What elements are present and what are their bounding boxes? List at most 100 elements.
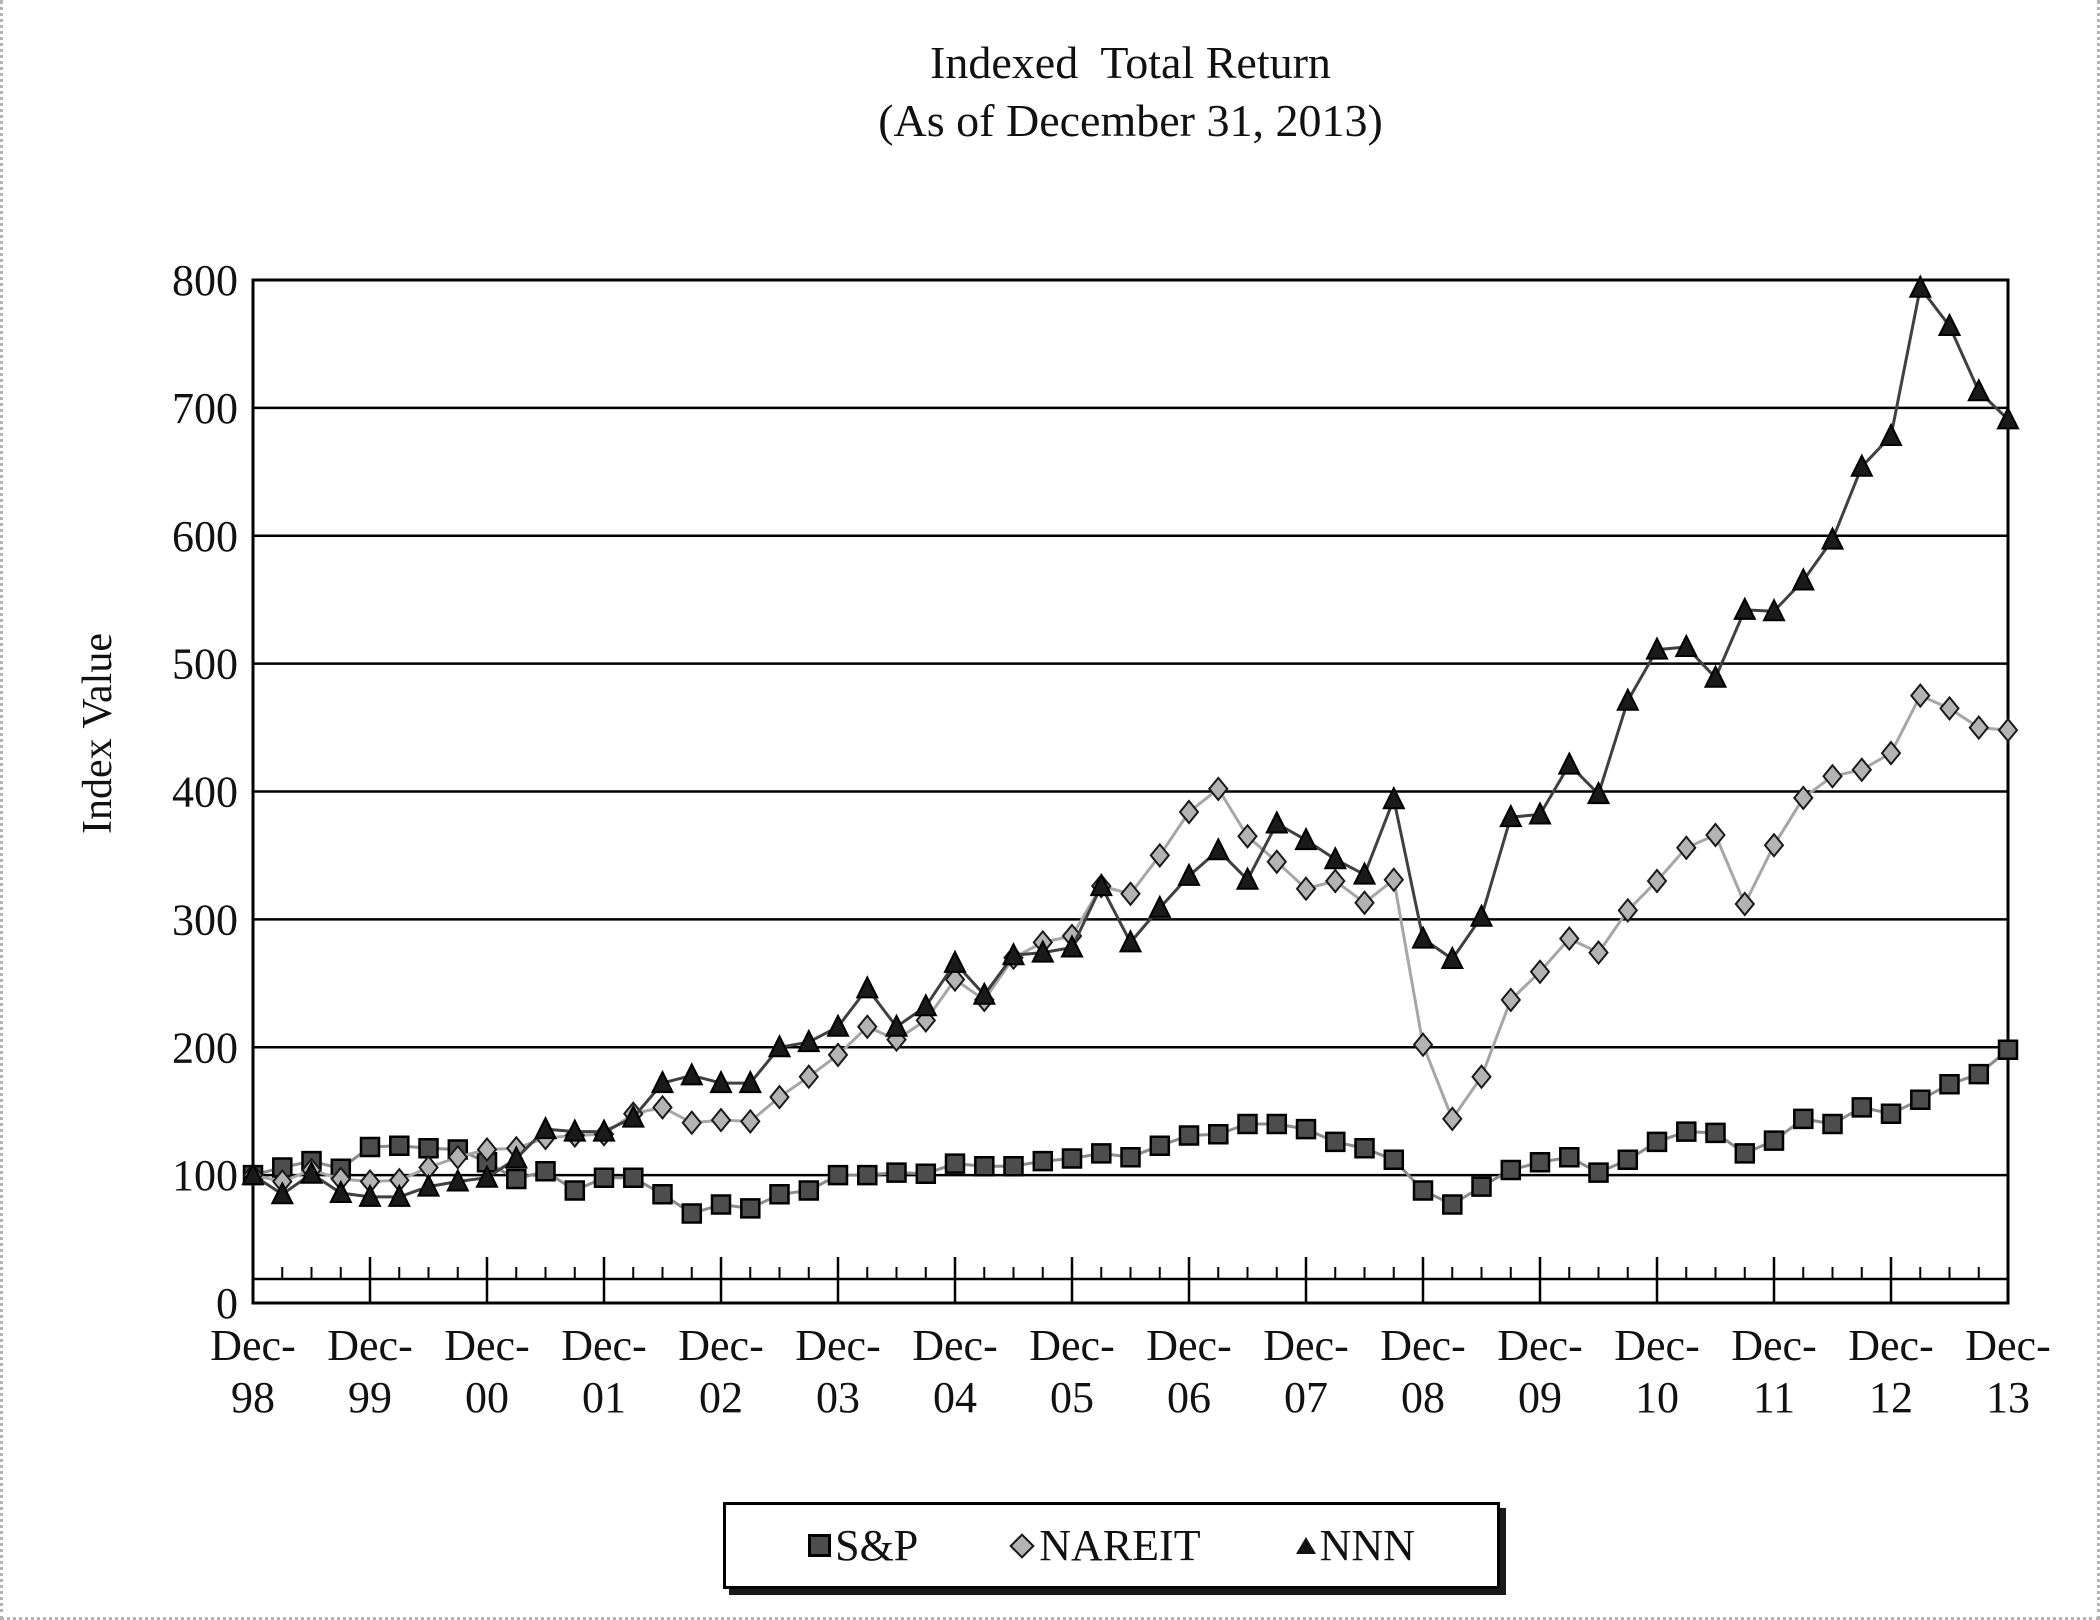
diamond-marker [1412,1032,1434,1058]
x-tick-label-year: 06 [1167,1373,1211,1422]
triangle-marker [709,1069,733,1094]
triangle-marker [1937,312,1962,336]
square-marker [1851,1097,1873,1118]
square-marker [769,1184,790,1205]
plot-border [251,278,2010,1305]
diamond-marker [1910,683,1931,709]
triangle-marker [914,993,938,1017]
diamond-marker [710,1107,732,1133]
square-marker [1412,1180,1434,1201]
diamond-marker [769,1084,790,1110]
triangle-marker [1411,925,1435,949]
triangle-marker [1235,866,1260,890]
x-tick-label-year: 04 [933,1373,977,1422]
x-tick-labels: Dec-98Dec-99Dec-00Dec-01Dec-02Dec-03Dec-… [210,1321,2051,1422]
square-marker [1003,1155,1024,1177]
diamond-marker [1763,832,1785,858]
square-marker [1354,1138,1375,1159]
triangle-marker [563,1118,587,1142]
x-tick-label-prefix: Dec- [1146,1321,1232,1370]
square-marker [535,1161,556,1182]
triangle-marker [1791,567,1815,591]
square-marker [593,1167,615,1188]
diamond-marker [1793,785,1814,811]
x-tick-label-prefix: Dec- [1380,1321,1466,1370]
diamond-marker [1939,695,1960,721]
x-tick-label-year: 11 [1753,1373,1795,1422]
square-marker [1471,1176,1492,1197]
triangle-marker [1557,751,1581,775]
triangle-marker [329,1179,353,1203]
square-marker [1237,1113,1258,1135]
diamond-marker [1471,1064,1492,1090]
triangle-marker [1382,785,1406,810]
square-marker [389,1135,410,1156]
triangle-marker [1528,801,1552,825]
square-marker [1793,1108,1814,1130]
square-marker [1383,1149,1405,1171]
square-marker [1734,1143,1756,1164]
y-tick-label-100: 100 [172,1151,238,1200]
triangle-marker [1118,929,1143,953]
triangle-marker [1996,406,2020,430]
x-tick-label-year: 03 [816,1373,860,1422]
x-tick-label-prefix: Dec- [678,1321,764,1370]
diamond-marker [681,1110,703,1136]
x-tick-label-year: 13 [1986,1373,2030,1422]
x-tick-label-prefix: Dec- [444,1321,530,1370]
triangle-marker [446,1168,470,1192]
square-marker [1149,1135,1171,1156]
triangle-marker [1674,633,1698,657]
legend-item-nareit: NAREIT [1009,1520,1201,1571]
triangle-marker [1645,636,1669,660]
triangle-marker [650,1069,675,1094]
triangle-marker [241,1161,265,1186]
x-tick-label-prefix: Dec- [912,1321,998,1370]
x-tick-label-year: 12 [1869,1373,1913,1422]
x-tick-label-prefix: Dec- [1848,1321,1934,1370]
x-tick-label-prefix: Dec- [1731,1321,1817,1370]
y-tick-label-800: 800 [172,256,238,305]
triangle-marker [1001,941,1026,966]
triangle-marker [1206,837,1230,861]
x-tick-label-prefix: Dec- [795,1321,881,1370]
triangle-marker [533,1115,558,1140]
diamond-marker [652,1094,673,1120]
x-tick-label-year: 07 [1284,1373,1328,1422]
triangle-marker [1031,939,1055,963]
triangle-marker [1177,862,1201,886]
series-line [252,286,2010,1199]
y-axis-title: Index Value [75,633,121,834]
x-tick-label-year: 08 [1401,1373,1445,1422]
diamond-marker [1646,868,1668,894]
square-marker [886,1162,907,1183]
triangle-marker [1265,810,1289,834]
triangle-marker [1820,526,1845,550]
triangle-marker [1499,803,1523,828]
square-marker [798,1180,820,1201]
triangle-marker [797,1028,821,1053]
x-tick-label-year: 98 [231,1373,275,1422]
x-tick-label-year: 05 [1050,1373,1094,1422]
diamond-marker [1968,715,1990,741]
x-tick-label-year: 10 [1635,1373,1679,1422]
square-marker [1120,1146,1141,1168]
diamond-marker [827,1042,849,1068]
diamond-marker [1997,717,2019,743]
square-icon [808,1534,832,1557]
triangle-marker [738,1069,762,1094]
triangle-marker [1733,596,1757,620]
diamond-marker [944,966,966,993]
diamond-marker [1676,835,1697,861]
x-tick-label-prefix: Dec- [1263,1321,1349,1370]
square-marker [1822,1113,1843,1135]
diamond-marker [1208,776,1229,802]
x-tick-label-prefix: Dec- [210,1321,296,1370]
triangle-marker [767,1034,792,1058]
diamond-marker [1851,757,1873,783]
x-tick-label-year: 01 [582,1373,626,1422]
triangle-marker [358,1183,382,1207]
square-marker [1763,1130,1785,1151]
